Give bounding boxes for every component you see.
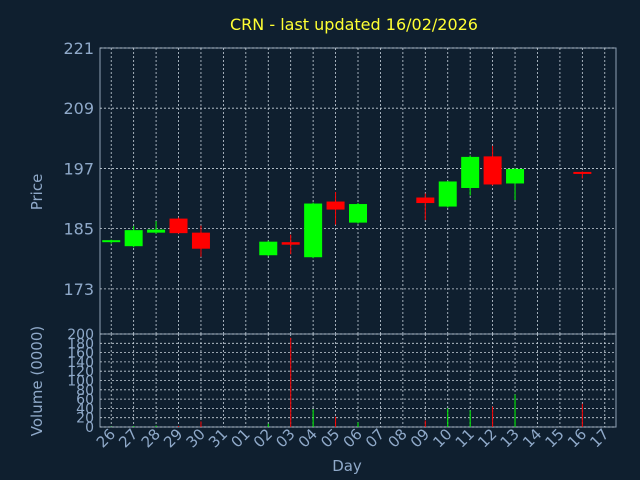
candle-body: [281, 242, 300, 245]
candle-body: [102, 240, 121, 243]
volume-tick-label: 0: [85, 420, 94, 436]
candle-body: [416, 197, 435, 204]
day-tick-label: 17: [586, 425, 612, 451]
x-axis: 2627282930310102030405060708091011121314…: [93, 425, 613, 451]
volume-tick-label: 120: [67, 364, 94, 380]
price-panel: 221 209 197 185 173: [63, 39, 617, 335]
candle-body: [191, 232, 210, 249]
candle-body: [506, 168, 525, 184]
candle-body: [573, 171, 592, 174]
candle-body: [259, 241, 278, 256]
candle-body: [438, 181, 457, 207]
price-plot-frame: [99, 47, 617, 335]
price-axis-label: Price: [28, 174, 46, 211]
volume-axis-label: Volume (0000): [28, 326, 46, 436]
volume-tick-label: 40: [76, 401, 94, 417]
candle-body: [461, 156, 480, 188]
chart-title: CRN - last updated 16/02/2026: [230, 15, 478, 34]
candle-body: [483, 156, 502, 185]
candle-body: [147, 229, 166, 233]
volume-tick-label: 140: [67, 355, 94, 371]
volume-tick-label: 160: [67, 346, 94, 362]
volume-tick-label: 60: [76, 392, 94, 408]
candle-body: [124, 230, 143, 247]
candle-body: [326, 201, 345, 210]
candle-body: [349, 204, 367, 223]
volume-tick-label: 180: [67, 336, 94, 352]
price-tick-label: 197: [63, 159, 94, 178]
price-tick-label: 209: [63, 99, 94, 118]
candle-body: [304, 203, 323, 258]
price-tick-label: 185: [63, 220, 94, 239]
volume-tick-label: 200: [67, 327, 94, 343]
day-axis-label: Day: [332, 457, 362, 475]
volume-tick-label: 80: [76, 383, 94, 399]
volume-tick-label: 20: [76, 411, 94, 427]
volume-tick-label: 100: [67, 374, 94, 390]
candle-body: [169, 218, 188, 234]
price-tick-label: 221: [63, 39, 94, 58]
price-tick-label: 173: [63, 280, 94, 299]
